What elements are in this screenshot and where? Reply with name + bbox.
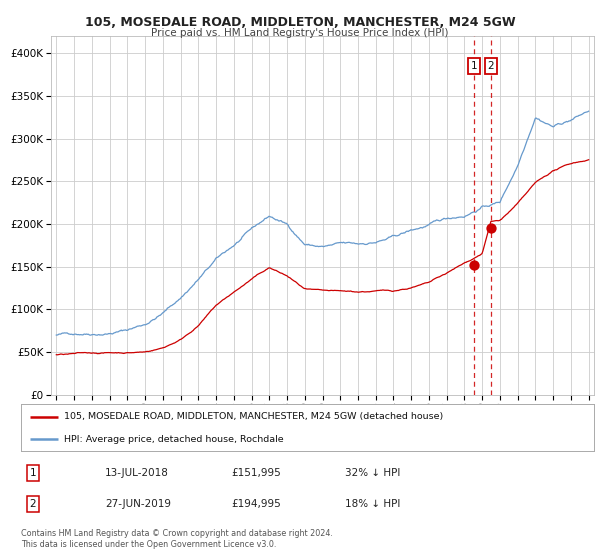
Point [469,260,479,269]
Text: Contains HM Land Registry data © Crown copyright and database right 2024.
This d: Contains HM Land Registry data © Crown c… [21,529,333,549]
Text: 105, MOSEDALE ROAD, MIDDLETON, MANCHESTER, M24 5GW (detached house): 105, MOSEDALE ROAD, MIDDLETON, MANCHESTE… [64,412,443,421]
Text: £151,995: £151,995 [231,468,281,478]
Text: 13-JUL-2018: 13-JUL-2018 [105,468,169,478]
Text: 1: 1 [29,468,37,478]
Text: 2: 2 [488,61,494,71]
Text: 2: 2 [29,499,37,509]
Point [486,224,496,233]
Text: 18% ↓ HPI: 18% ↓ HPI [345,499,400,509]
Text: HPI: Average price, detached house, Rochdale: HPI: Average price, detached house, Roch… [64,435,284,444]
Text: 27-JUN-2019: 27-JUN-2019 [105,499,171,509]
Text: 105, MOSEDALE ROAD, MIDDLETON, MANCHESTER, M24 5GW: 105, MOSEDALE ROAD, MIDDLETON, MANCHESTE… [85,16,515,29]
Text: Price paid vs. HM Land Registry's House Price Index (HPI): Price paid vs. HM Land Registry's House … [151,28,449,38]
Text: £194,995: £194,995 [231,499,281,509]
Text: 32% ↓ HPI: 32% ↓ HPI [345,468,400,478]
Text: 1: 1 [470,61,477,71]
